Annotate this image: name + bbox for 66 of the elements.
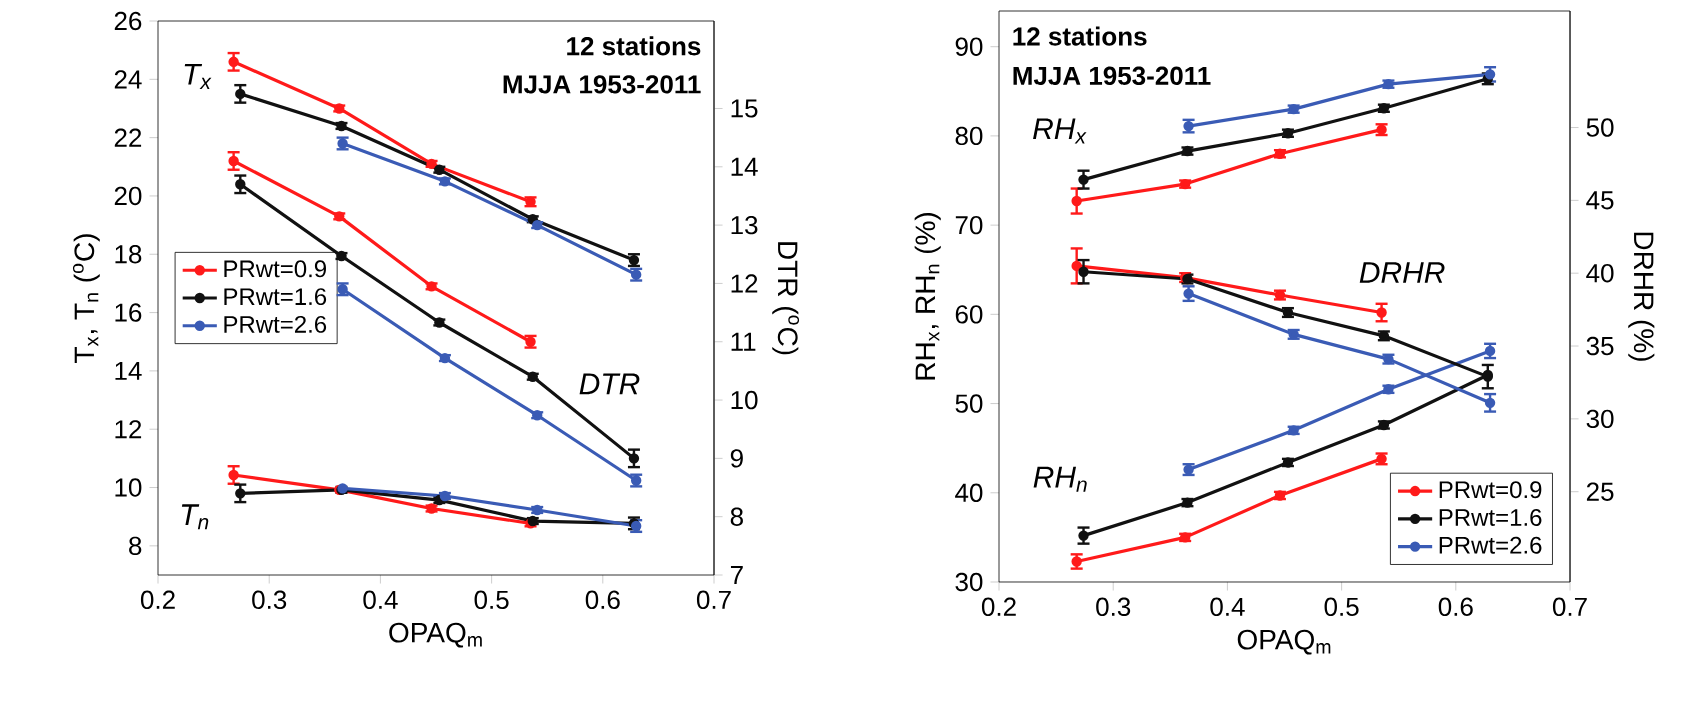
y-tick-label: 90 — [955, 37, 983, 56]
y2-tick-label: 10 — [731, 390, 758, 410]
y2-tick-label: 13 — [731, 215, 758, 235]
legend-label: PRwt=0.9 — [1439, 481, 1542, 499]
y2-tick-label: 30 — [1586, 409, 1614, 429]
x-axis-title: OPAQ$_{m}$ — [1237, 629, 1331, 655]
x-tick-label: 0.6 — [585, 590, 620, 610]
y-tick-label: 60 — [955, 305, 983, 324]
y2-tick-label: 9 — [730, 449, 743, 468]
annotation: DTR — [579, 373, 640, 395]
legend-label: PRwt=1.6 — [1439, 508, 1542, 526]
y-tick-label: 14 — [115, 361, 142, 380]
x-tick-label: 0.3 — [252, 590, 287, 610]
annotation: 12 stations — [1013, 26, 1147, 46]
y2-tick-label: 7 — [730, 566, 743, 584]
x-tick-label: 0.7 — [1552, 597, 1587, 617]
x-tick-label: 0.3 — [1096, 597, 1131, 617]
y2-tick-label: 15 — [731, 99, 758, 118]
x-tick-label: 0.5 — [1324, 597, 1359, 617]
y2-tick-label: 8 — [730, 507, 743, 526]
y-axis-title: RH$_{x}$, RH$_{n}$ (%) — [914, 213, 941, 380]
y-tick-label: 50 — [955, 394, 983, 413]
y2-tick-label: 45 — [1586, 191, 1614, 210]
y2-tick-label: 50 — [1586, 118, 1614, 137]
y-tick-label: 10 — [115, 478, 142, 497]
annotation: T$_{n}$ — [181, 504, 209, 530]
y-tick-label: 24 — [114, 70, 142, 89]
y2-axis-title: DTR ($^{o}$C) — [772, 242, 800, 355]
y2-tick-label: 25 — [1586, 482, 1614, 501]
y2-axis-title: DRHR (%) — [1628, 232, 1655, 361]
annotation: RH$_{n}$ — [1033, 466, 1087, 492]
x-tick-label: 0.4 — [363, 590, 398, 610]
x-tick-label: 0.2 — [140, 590, 175, 610]
y-tick-label: 18 — [115, 245, 142, 264]
annotation: MJJA 1953-2011 — [1013, 66, 1211, 86]
y-tick-label: 22 — [114, 128, 142, 147]
y2-tick-label: 11 — [731, 332, 756, 351]
annotation: 12 stations — [567, 36, 701, 56]
y-tick-label: 40 — [955, 483, 983, 502]
y-tick-label: 20 — [114, 186, 142, 206]
y-tick-label: 30 — [955, 572, 983, 592]
y-tick-label: 70 — [955, 215, 983, 235]
y2-tick-label: 12 — [731, 274, 758, 293]
y-tick-label: 80 — [955, 126, 983, 146]
y-tick-label: 16 — [115, 303, 142, 322]
y2-tick-label: 35 — [1586, 336, 1614, 356]
x-tick-label: 0.5 — [474, 590, 509, 610]
x-tick-label: 0.6 — [1438, 597, 1473, 617]
y2-tick-label: 40 — [1586, 263, 1614, 283]
annotation: T$_{x}$ — [184, 63, 212, 89]
annotation: RH$_{x}$ — [1033, 118, 1087, 144]
y-axis-title: T$_{x}$, T$_{n}$ ($^{o}$C) — [72, 234, 100, 363]
annotation: DRHR — [1359, 262, 1445, 283]
x-tick-label: 0.2 — [981, 597, 1016, 617]
legend-label: PRwt=2.6 — [1439, 536, 1542, 554]
y-tick-label: 12 — [115, 420, 142, 439]
y2-tick-label: 14 — [731, 157, 758, 176]
legend-label: PRwt=0.9 — [224, 260, 326, 278]
legend-label: PRwt=2.6 — [224, 315, 327, 333]
x-tick-label: 0.7 — [696, 590, 731, 610]
annotation: MJJA 1953-2011 — [503, 75, 701, 94]
x-tick-label: 0.4 — [1210, 597, 1245, 617]
x-axis-title: OPAQ$_{m}$ — [389, 622, 482, 648]
y-tick-label: 8 — [129, 536, 142, 556]
y-tick-label: 26 — [114, 11, 142, 31]
legend-label: PRwt=1.6 — [224, 288, 327, 306]
